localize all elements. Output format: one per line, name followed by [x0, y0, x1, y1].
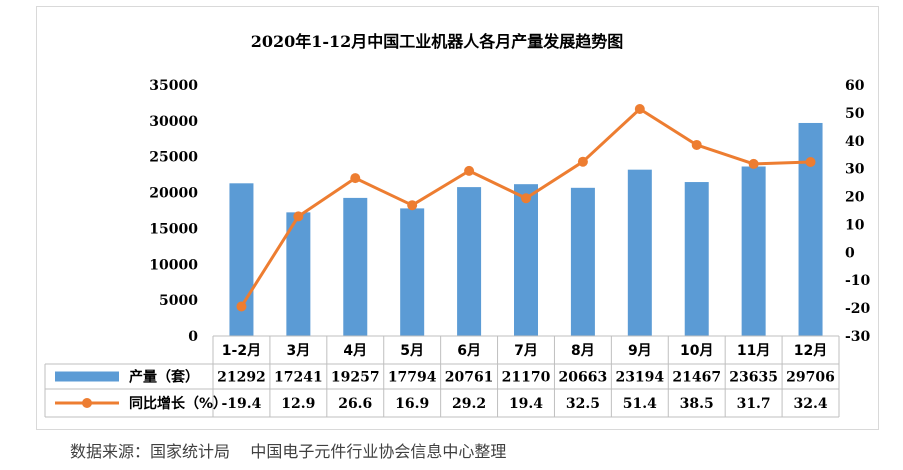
growth-point — [236, 301, 247, 312]
table-output-value: 20761 — [445, 370, 494, 386]
y-left-tick-label: 15000 — [149, 221, 198, 237]
table-growth-value: 16.9 — [395, 396, 429, 412]
x-tick-label: 6月 — [457, 343, 481, 359]
legend-line-label: 同比增长（%） — [129, 395, 227, 412]
bar — [570, 187, 595, 336]
bar — [457, 187, 482, 336]
table-output-value: 21467 — [672, 370, 721, 386]
bar — [286, 212, 311, 336]
growth-point — [464, 165, 475, 176]
growth-point — [521, 193, 531, 204]
table-output-value: 20663 — [559, 370, 608, 386]
legend-line-marker — [82, 398, 92, 408]
table-output-value: 23635 — [729, 370, 778, 386]
y-left-tick-label: 25000 — [149, 150, 198, 166]
table-growth-value: 19.4 — [509, 396, 543, 412]
growth-point — [748, 158, 759, 169]
y-left-tick-label: 0 — [188, 329, 198, 345]
y-right-tick-label: -20 — [845, 301, 871, 317]
bar — [343, 197, 368, 336]
x-tick-label: 11月 — [737, 343, 770, 359]
source-note: 数据来源：国家统计局 中国电子元件行业协会信息中心整理 — [70, 442, 507, 461]
chart-svg: 2020年1-12月中国工业机器人各月产量发展趋势图 0 5000 10000 150… — [44, 32, 871, 418]
y-left-tick-label: 35000 — [149, 78, 198, 94]
x-tick-label: 8月 — [571, 343, 595, 359]
growth-point — [805, 156, 816, 167]
bar — [514, 184, 538, 336]
table-output-value: 19257 — [331, 370, 380, 386]
table-output-value: 23194 — [615, 370, 664, 386]
bar — [798, 122, 823, 336]
x-tick-label: 1-2月 — [222, 343, 261, 359]
table-growth-value: 38.5 — [680, 396, 714, 412]
bar — [229, 183, 254, 336]
y-right-tick-label: 50 — [845, 106, 865, 122]
x-tick-label: 10月 — [680, 343, 713, 359]
y-right-tick-label: -30 — [845, 329, 871, 345]
x-tick-label: 4月 — [343, 343, 367, 359]
table-output-value: 21292 — [217, 370, 266, 386]
growth-point — [293, 211, 304, 222]
table-output-value: 17241 — [274, 370, 323, 386]
chart-title: 2020年1-12月中国工业机器人各月产量发展趋势图 — [251, 32, 624, 51]
y-right-tick-label: 10 — [845, 217, 865, 233]
x-tick-label: 5月 — [400, 343, 424, 359]
x-tick-label: 7月 — [514, 343, 538, 359]
table-growth-value: 26.6 — [338, 396, 372, 412]
growth-point — [577, 156, 588, 167]
table-output-value: 17794 — [388, 370, 437, 386]
y-right-tick-label: -10 — [845, 273, 871, 289]
table-growth-value: 32.4 — [793, 396, 827, 412]
x-tick-label: 3月 — [286, 343, 310, 359]
bar — [627, 169, 652, 336]
growth-point — [350, 173, 361, 184]
growth-point — [407, 200, 418, 211]
table-output-value: 29706 — [786, 370, 835, 386]
y-right-tick-label: 40 — [845, 134, 865, 150]
bar — [684, 182, 709, 336]
y-left-tick-label: 30000 — [149, 114, 198, 130]
legend-bar-label: 产量（套） — [129, 369, 199, 386]
legend-bar-key — [55, 371, 119, 382]
y-right-tick-label: 0 — [845, 245, 855, 261]
table-growth-value: 51.4 — [623, 396, 657, 412]
table-growth-value: 29.2 — [452, 396, 486, 412]
growth-point — [691, 139, 702, 150]
bar — [400, 208, 425, 336]
y-right-tick-label: 20 — [845, 190, 865, 206]
y-left-tick-label: 5000 — [159, 293, 198, 309]
growth-point — [634, 103, 645, 114]
table-output-value: 21170 — [502, 370, 551, 386]
table-growth-value: 32.5 — [566, 396, 600, 412]
y-left-tick-label: 10000 — [149, 257, 198, 273]
chart-frame: 2020年1-12月中国工业机器人各月产量发展趋势图 0 5000 10000 150… — [36, 6, 879, 430]
y-right-tick-label: 30 — [845, 162, 865, 178]
x-tick-label: 9月 — [628, 343, 652, 359]
x-tick-label: 12月 — [794, 343, 827, 359]
y-right-tick-label: 60 — [845, 78, 865, 94]
table-growth-value: 31.7 — [737, 396, 771, 412]
bar — [741, 166, 766, 336]
table-growth-value: -19.4 — [221, 396, 261, 412]
y-left-tick-label: 20000 — [149, 186, 198, 202]
table-growth-value: 12.9 — [281, 396, 315, 412]
